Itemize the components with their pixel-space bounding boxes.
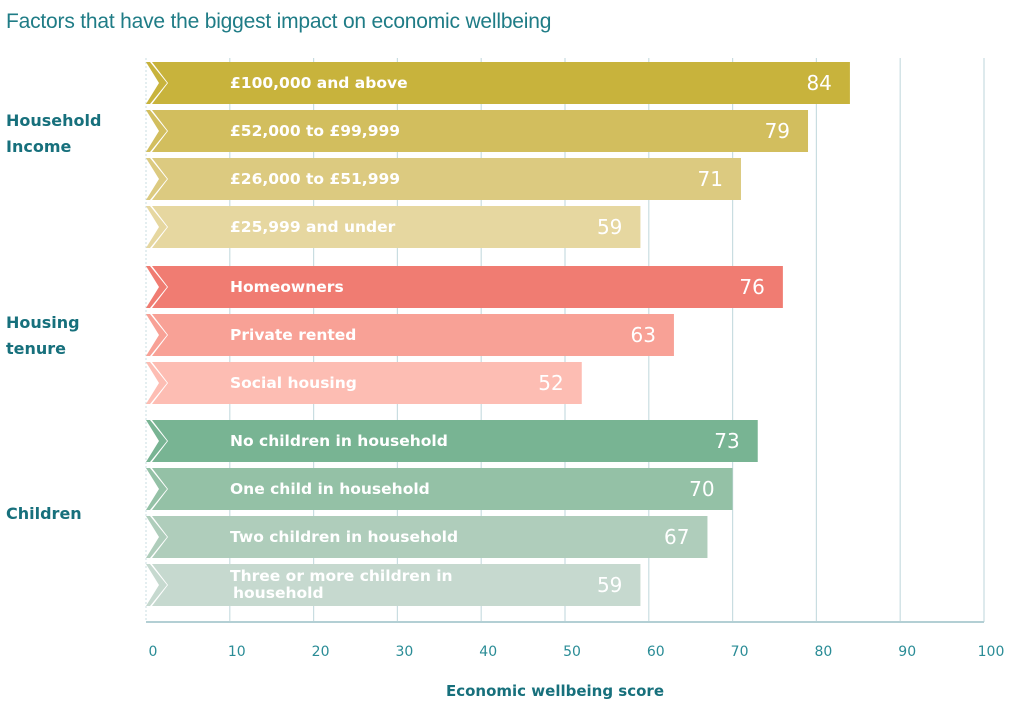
bar-chevron-icon: [146, 266, 167, 308]
bar-chevron-icon: [146, 110, 167, 152]
bar-value-label: 70: [689, 477, 714, 501]
x-tick-label: 10: [228, 644, 246, 660]
bar-chevron-icon: [146, 314, 167, 356]
x-tick-label: 20: [312, 644, 330, 660]
bar-value-label: 59: [597, 215, 622, 239]
bar: No children in household 73: [146, 420, 758, 462]
bar-body: [152, 206, 641, 248]
bar-label: £25,999 and under: [230, 218, 396, 236]
bar-label: Three or more children in: [230, 567, 453, 585]
chart-title: Factors that have the biggest impact on …: [6, 10, 552, 33]
bar-value-label: 73: [714, 429, 739, 453]
bar: £52,000 to £99,999 79: [146, 110, 809, 152]
x-tick-label: 90: [898, 644, 916, 660]
bar: £100,000 and above 84: [146, 62, 850, 104]
bar-label: £100,000 and above: [230, 74, 408, 92]
group-label: Children: [6, 504, 82, 523]
x-tick-label: 0: [149, 644, 158, 660]
bar-chevron-icon: [146, 420, 167, 462]
bar-chevron-icon: [146, 362, 167, 404]
x-tick-label: 100: [978, 644, 1005, 660]
bar-body: [152, 110, 809, 152]
group-label: Income: [6, 137, 71, 156]
bar-value-label: 59: [597, 573, 622, 597]
bar-body: [152, 516, 708, 558]
bar-label: Private rented: [230, 326, 356, 344]
bar: One child in household 70: [146, 468, 733, 510]
bar-label: Social housing: [230, 374, 357, 392]
x-tick-label: 30: [395, 644, 413, 660]
bar-body: [152, 564, 641, 606]
bar-value-label: 63: [630, 323, 655, 347]
bar-body: [152, 314, 674, 356]
bar-label: One child in household: [230, 480, 430, 498]
x-tick-label: 40: [479, 644, 497, 660]
bar-body: [152, 420, 758, 462]
bar-body: [152, 158, 741, 200]
bar-value-label: 71: [698, 167, 723, 191]
bar-chevron-icon: [146, 516, 167, 558]
x-tick-label: 60: [647, 644, 665, 660]
bar-body: [152, 62, 850, 104]
bars: £100,000 and above 84 £52,000 to £99,999 79…: [146, 62, 850, 606]
bar: £25,999 and under 59: [146, 206, 641, 248]
bar-chevron-icon: [146, 62, 167, 104]
bar: Homeowners 76: [146, 266, 783, 308]
x-tick-label: 70: [731, 644, 749, 660]
x-tick-label: 50: [563, 644, 581, 660]
x-tick-label: 80: [814, 644, 832, 660]
bar-body: [152, 362, 582, 404]
bar: Two children in household 67: [146, 516, 708, 558]
bar-value-label: 76: [739, 275, 764, 299]
x-axis: 0 10 20 30 40 50 60 70 80 90 100: [146, 621, 1005, 660]
bar-label: £52,000 to £99,999: [230, 122, 400, 140]
bar-chevron-icon: [146, 206, 167, 248]
group-labels: Household Income Housing tenure Children: [6, 111, 101, 523]
group-label: Household: [6, 111, 101, 130]
bar-label: Homeowners: [230, 278, 344, 296]
bar-value-label: 52: [538, 371, 563, 395]
bar-chevron-icon: [146, 158, 167, 200]
bar-value-label: 67: [664, 525, 689, 549]
bar-body: [152, 266, 783, 308]
group-label: tenure: [6, 339, 66, 358]
bar-body: [152, 468, 733, 510]
bar-value-label: 79: [765, 119, 790, 143]
bar-label: household: [233, 584, 324, 602]
bar: £26,000 to £51,999 71: [146, 158, 741, 200]
bar-value-label: 84: [806, 71, 831, 95]
bar-chevron-icon: [146, 468, 167, 510]
bar-chevron-icon: [146, 564, 167, 606]
x-axis-title: Economic wellbeing score: [446, 682, 664, 700]
group-label: Housing: [6, 313, 80, 332]
bar-label: £26,000 to £51,999: [230, 170, 400, 188]
bar: Private rented 63: [146, 314, 674, 356]
bar-label: Two children in household: [230, 528, 458, 546]
bar-label: No children in household: [230, 432, 448, 450]
bar: Social housing 52: [146, 362, 582, 404]
